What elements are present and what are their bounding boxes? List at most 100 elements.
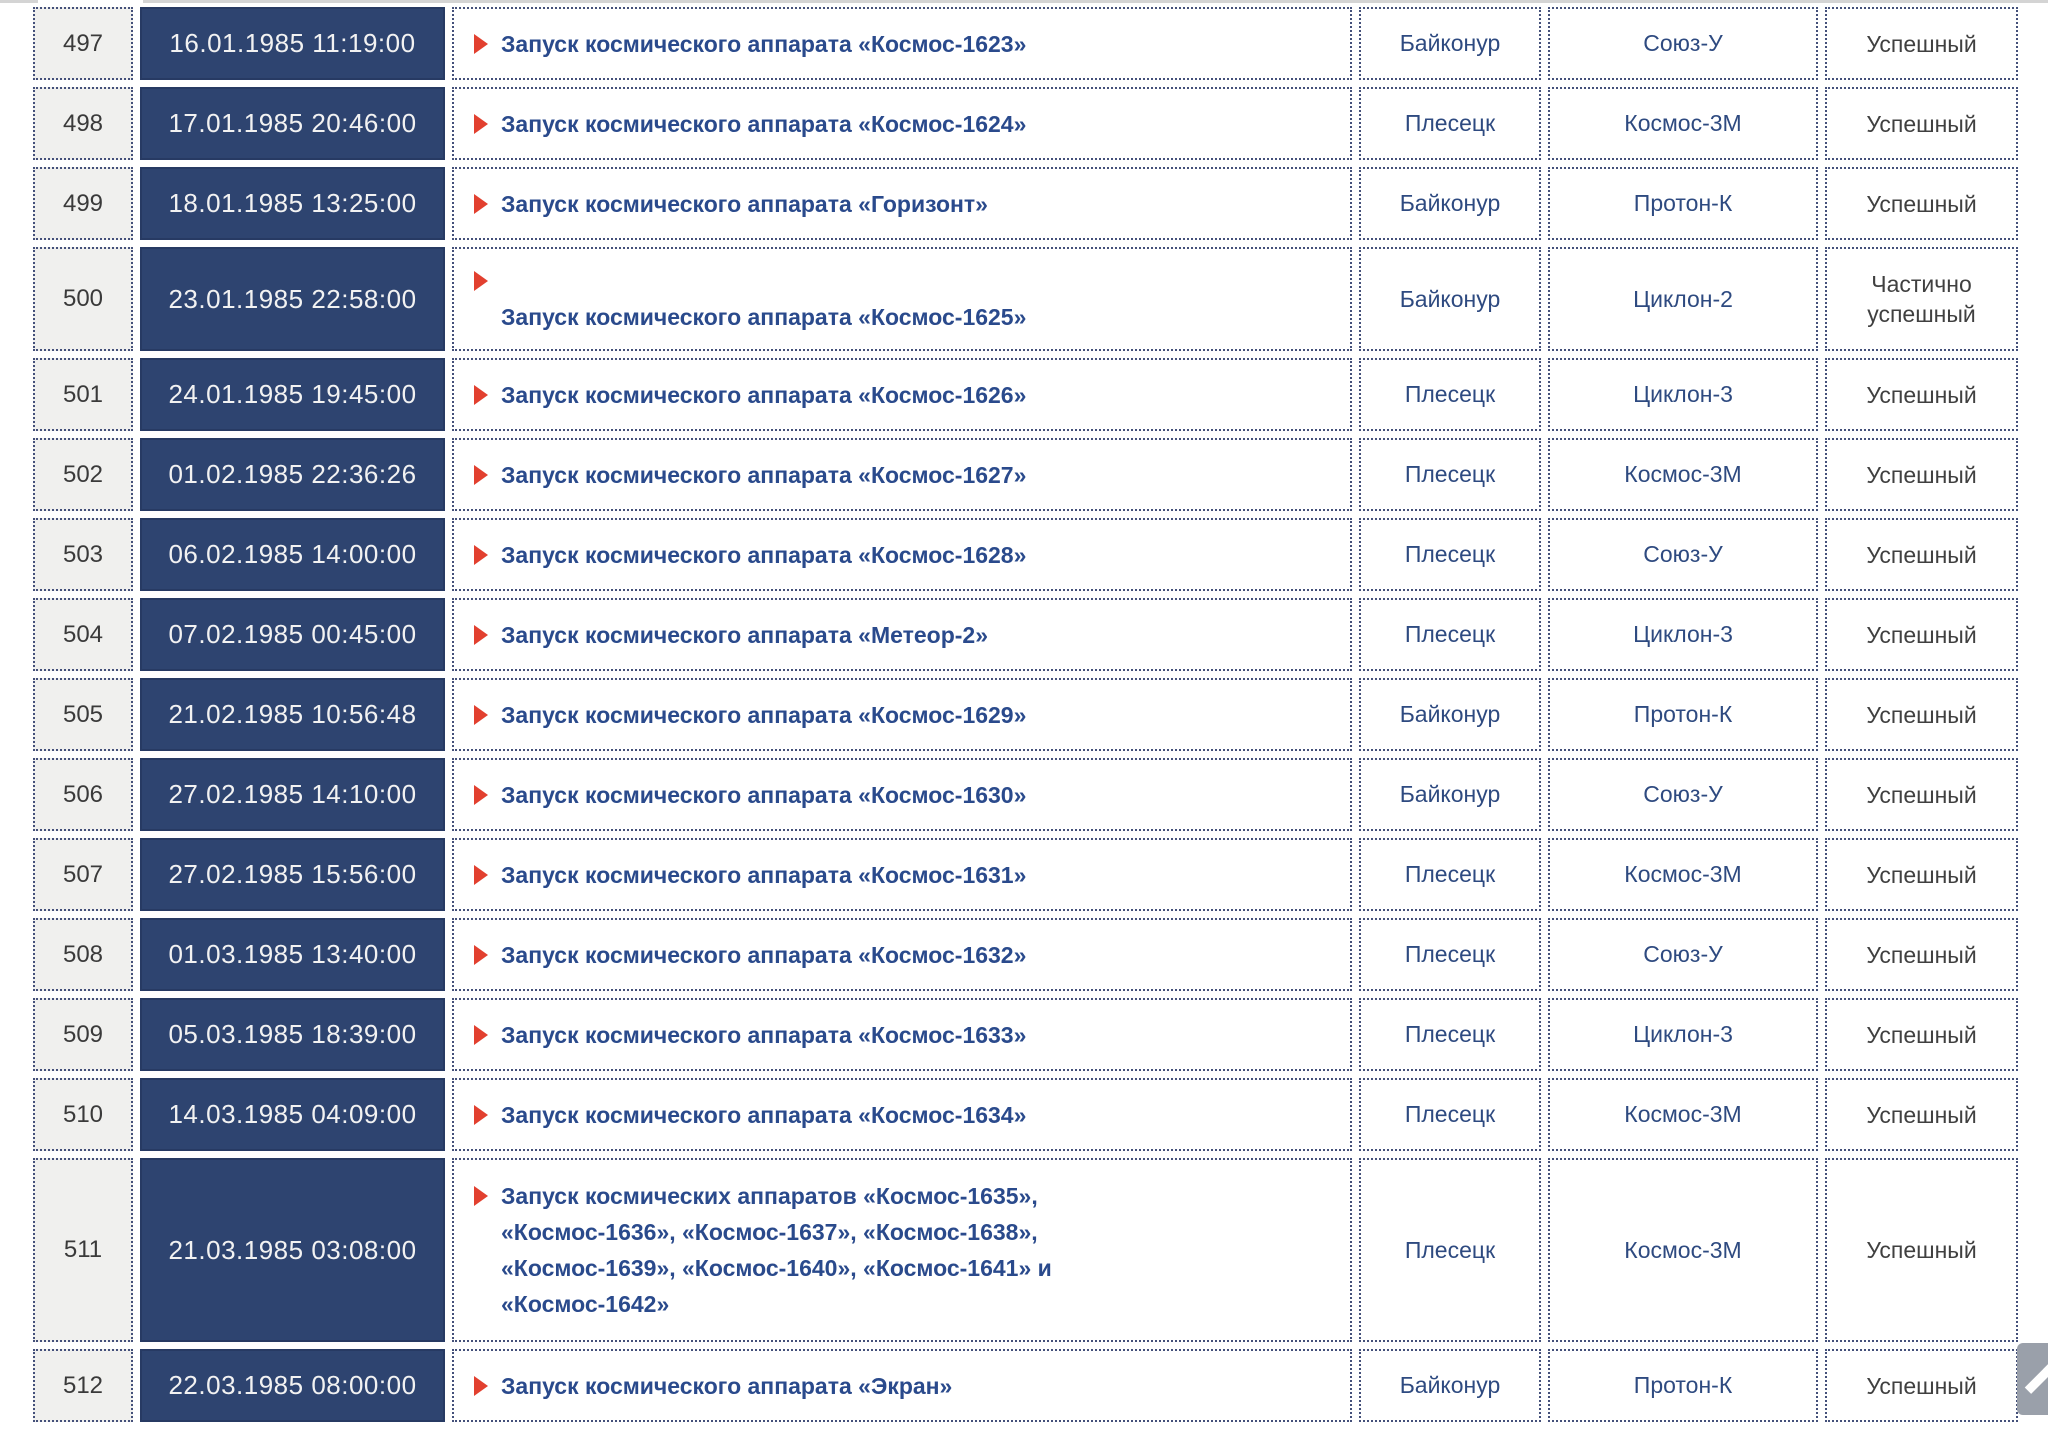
red-triangle-marker-icon bbox=[474, 704, 488, 725]
status-cell: Успешный bbox=[1825, 758, 2018, 831]
table-row: 511 21.03.1985 03:08:00 Запуск космическ… bbox=[33, 1158, 2018, 1342]
launch-datetime-cell: 21.03.1985 03:08:00 bbox=[140, 1158, 445, 1342]
row-number-cell: 508 bbox=[33, 918, 133, 991]
launch-link[interactable]: Запуск космического аппарата «Космос-162… bbox=[501, 461, 1027, 488]
launch-datetime-cell: 24.01.1985 19:45:00 bbox=[140, 358, 445, 431]
table-row: 498 17.01.1985 20:46:00 Запуск космическ… bbox=[33, 87, 2018, 160]
rocket-cell: Космос-3М bbox=[1548, 1158, 1818, 1342]
launch-link[interactable]: Запуск космического аппарата «Космос-163… bbox=[501, 1101, 1027, 1128]
status-cell: Успешный bbox=[1825, 838, 2018, 911]
red-triangle-marker-icon bbox=[474, 271, 488, 291]
row-number-cell: 511 bbox=[33, 1158, 133, 1342]
launch-site-cell: Плесецк bbox=[1359, 838, 1541, 911]
rocket-cell: Космос-3М bbox=[1548, 838, 1818, 911]
red-triangle-marker-icon bbox=[474, 624, 488, 645]
row-number-cell: 500 bbox=[33, 247, 133, 351]
status-cell: Частично успешный bbox=[1825, 247, 2018, 351]
red-triangle-marker-icon bbox=[474, 1186, 488, 1206]
rocket-cell: Космос-3М bbox=[1548, 438, 1818, 511]
launch-link[interactable]: Запуск космического аппарата «Космос-163… bbox=[501, 1021, 1027, 1048]
row-number-cell: 507 bbox=[33, 838, 133, 911]
status-cell: Успешный bbox=[1825, 678, 2018, 751]
table-row: 502 01.02.1985 22:36:26 Запуск космическ… bbox=[33, 438, 2018, 511]
launch-site-cell: Плесецк bbox=[1359, 438, 1541, 511]
red-triangle-marker-icon bbox=[474, 944, 488, 965]
table-row: 504 07.02.1985 00:45:00 Запуск космическ… bbox=[33, 598, 2018, 671]
red-triangle-marker-icon bbox=[474, 1375, 488, 1396]
launch-datetime-cell: 17.01.1985 20:46:00 bbox=[140, 87, 445, 160]
rocket-cell: Циклон-3 bbox=[1548, 998, 1818, 1071]
launch-site-cell: Плесецк bbox=[1359, 518, 1541, 591]
table-row: 505 21.02.1985 10:56:48 Запуск космическ… bbox=[33, 678, 2018, 751]
launch-link[interactable]: Запуск космического аппарата «Космос-162… bbox=[501, 110, 1027, 137]
status-cell: Успешный bbox=[1825, 1349, 2018, 1422]
launch-title-cell: Запуск космического аппарата «Космос-163… bbox=[452, 918, 1352, 991]
status-cell: Успешный bbox=[1825, 438, 2018, 511]
launch-title-cell: Запуск космического аппарата «Космос-163… bbox=[452, 758, 1352, 831]
launch-datetime-cell: 16.01.1985 11:19:00 bbox=[140, 7, 445, 80]
launch-link[interactable]: Запуск космического аппарата «Экран» bbox=[501, 1372, 953, 1399]
table-row: 510 14.03.1985 04:09:00 Запуск космическ… bbox=[33, 1078, 2018, 1151]
launch-link[interactable]: Запуск космического аппарата «Космос-162… bbox=[501, 701, 1027, 728]
launch-link[interactable]: Запуск космического аппарата «Космос-162… bbox=[501, 541, 1027, 568]
launch-link[interactable]: Запуск космических аппаратов «Космос-163… bbox=[501, 1183, 1052, 1317]
launch-link[interactable]: Запуск космического аппарата «Метеор-2» bbox=[501, 621, 988, 648]
row-number-cell: 501 bbox=[33, 358, 133, 431]
launch-link[interactable]: Запуск космического аппарата «Космос-162… bbox=[501, 304, 1027, 330]
red-triangle-marker-icon bbox=[474, 113, 488, 134]
rocket-cell: Протон-К bbox=[1548, 678, 1818, 751]
status-cell: Успешный bbox=[1825, 7, 2018, 80]
row-number-cell: 502 bbox=[33, 438, 133, 511]
launch-site-cell: Плесецк bbox=[1359, 1158, 1541, 1342]
table-row: 499 18.01.1985 13:25:00 Запуск космическ… bbox=[33, 167, 2018, 240]
launch-link[interactable]: Запуск космического аппарата «Космос-163… bbox=[501, 781, 1027, 808]
launch-title-cell: Запуск космического аппарата «Космос-162… bbox=[452, 87, 1352, 160]
rocket-cell: Союз-У bbox=[1548, 518, 1818, 591]
launch-site-cell: Байконур bbox=[1359, 247, 1541, 351]
launch-link[interactable]: Запуск космического аппарата «Космос-162… bbox=[501, 381, 1027, 408]
status-cell: Успешный bbox=[1825, 87, 2018, 160]
status-cell: Успешный bbox=[1825, 998, 2018, 1071]
launch-site-cell: Плесецк bbox=[1359, 918, 1541, 991]
red-triangle-marker-icon bbox=[474, 464, 488, 485]
row-number-cell: 497 bbox=[33, 7, 133, 80]
launch-title-cell: Запуск космического аппарата «Горизонт» bbox=[452, 167, 1352, 240]
red-triangle-marker-icon bbox=[474, 33, 488, 54]
launch-site-cell: Байконур bbox=[1359, 1349, 1541, 1422]
launch-datetime-cell: 22.03.1985 08:00:00 bbox=[140, 1349, 445, 1422]
red-triangle-marker-icon bbox=[474, 544, 488, 565]
status-cell: Успешный bbox=[1825, 918, 2018, 991]
launch-link[interactable]: Запуск космического аппарата «Горизонт» bbox=[501, 190, 988, 217]
red-triangle-marker-icon bbox=[474, 784, 488, 805]
launch-title-cell: Запуск космического аппарата «Космос-163… bbox=[452, 998, 1352, 1071]
rocket-cell: Протон-К bbox=[1548, 167, 1818, 240]
row-number-cell: 510 bbox=[33, 1078, 133, 1151]
row-number-cell: 498 bbox=[33, 87, 133, 160]
rocket-cell: Циклон-3 bbox=[1548, 358, 1818, 431]
rocket-cell: Космос-3М bbox=[1548, 1078, 1818, 1151]
launch-site-cell: Байконур bbox=[1359, 758, 1541, 831]
launch-site-cell: Плесецк bbox=[1359, 1078, 1541, 1151]
red-triangle-marker-icon bbox=[474, 1024, 488, 1045]
launch-link[interactable]: Запуск космического аппарата «Космос-162… bbox=[501, 30, 1027, 57]
status-cell: Успешный bbox=[1825, 1078, 2018, 1151]
table-row: 512 22.03.1985 08:00:00 Запуск космическ… bbox=[33, 1349, 2018, 1422]
rocket-cell: Союз-У bbox=[1548, 758, 1818, 831]
scroll-top-button[interactable] bbox=[2017, 1343, 2048, 1415]
red-triangle-marker-icon bbox=[474, 193, 488, 214]
red-triangle-marker-icon bbox=[474, 864, 488, 885]
launch-title-cell: Запуск космического аппарата «Космос-163… bbox=[452, 1078, 1352, 1151]
status-cell: Успешный bbox=[1825, 598, 2018, 671]
launch-link[interactable]: Запуск космического аппарата «Космос-163… bbox=[501, 861, 1027, 888]
rocket-cell: Циклон-2 bbox=[1548, 247, 1818, 351]
launch-title-cell: Запуск космического аппарата «Метеор-2» bbox=[452, 598, 1352, 671]
launch-link[interactable]: Запуск космического аппарата «Космос-163… bbox=[501, 941, 1027, 968]
row-number-cell: 505 bbox=[33, 678, 133, 751]
launch-site-cell: Байконур bbox=[1359, 167, 1541, 240]
table-row: 507 27.02.1985 15:56:00 Запуск космическ… bbox=[33, 838, 2018, 911]
launch-title-cell: Запуск космического аппарата «Космос-162… bbox=[452, 438, 1352, 511]
launch-datetime-cell: 06.02.1985 14:00:00 bbox=[140, 518, 445, 591]
rocket-cell: Союз-У bbox=[1548, 7, 1818, 80]
launch-datetime-cell: 27.02.1985 15:56:00 bbox=[140, 838, 445, 911]
launch-history-table: 497 16.01.1985 11:19:00 Запуск космическ… bbox=[26, 0, 2025, 1429]
